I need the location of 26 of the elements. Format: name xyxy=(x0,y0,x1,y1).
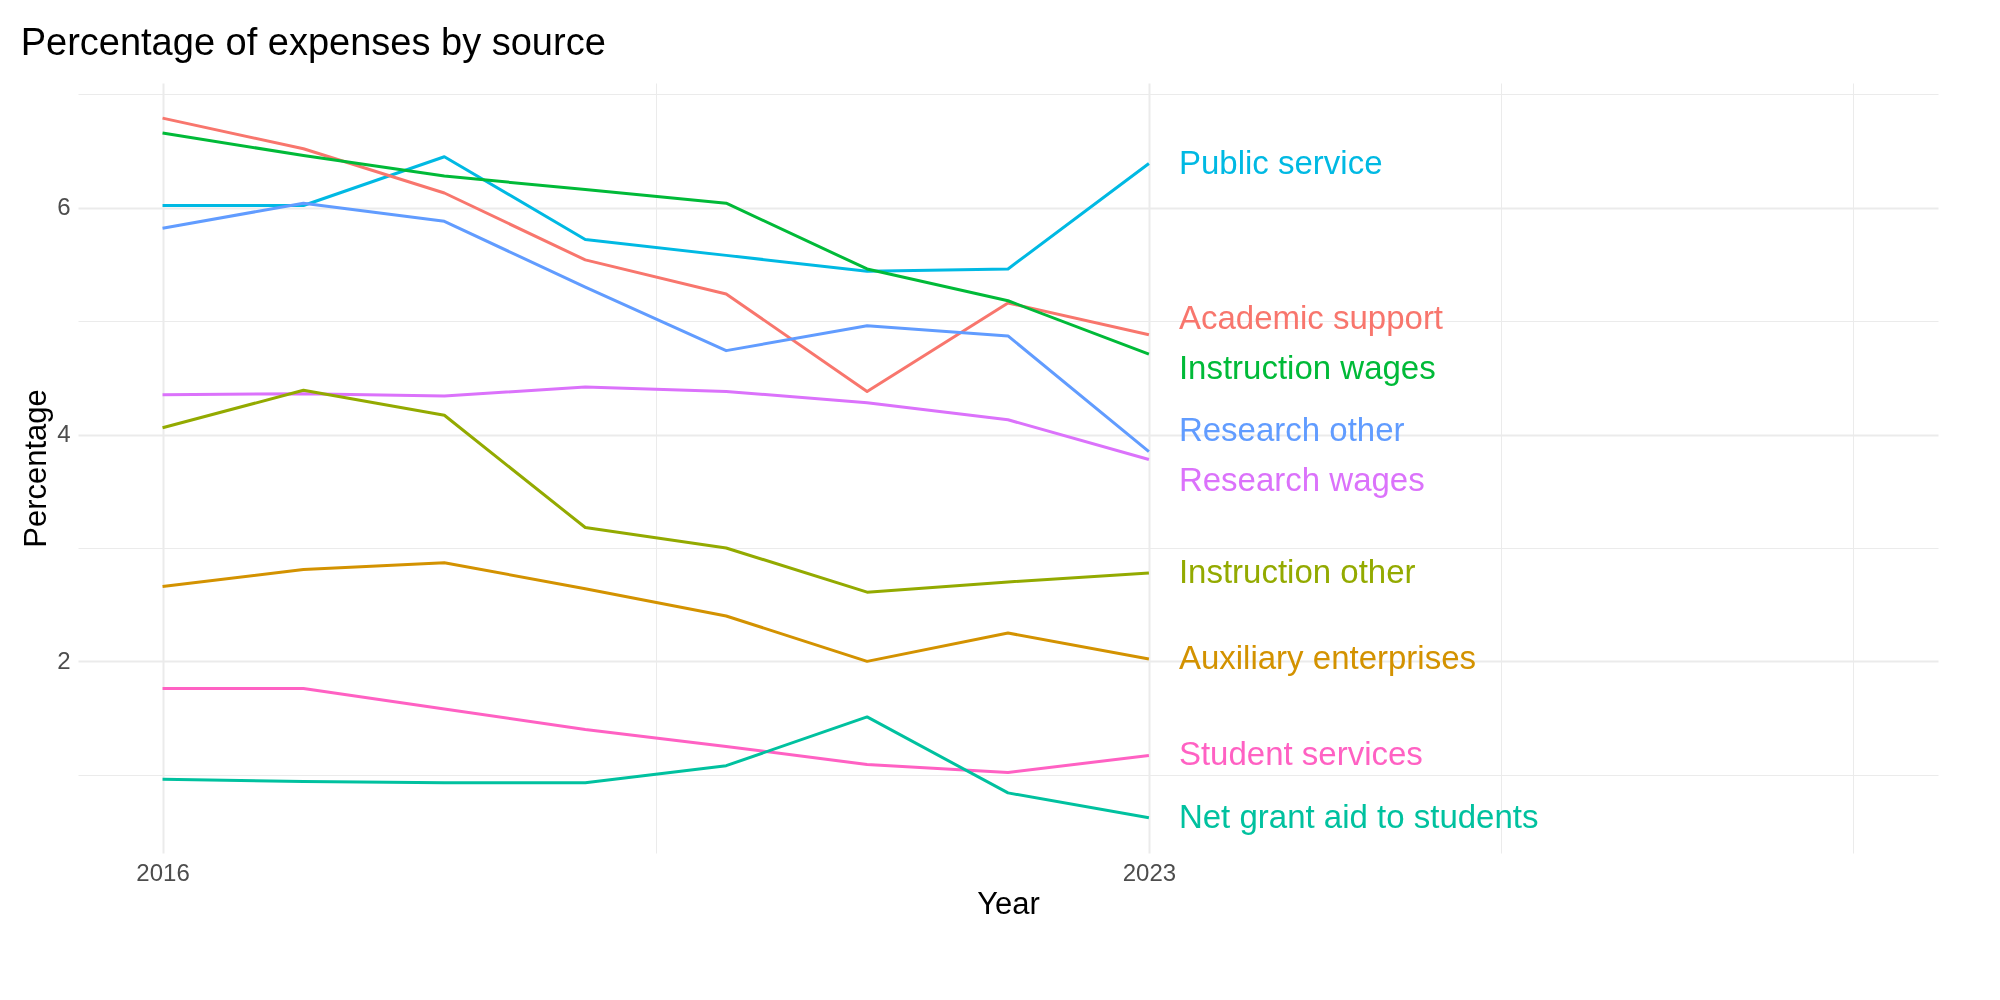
series-label: Public service xyxy=(1178,143,1383,181)
x-tick-label: 2023 xyxy=(1122,858,1177,886)
y-tick-label: 2 xyxy=(57,646,71,674)
x-axis-title: Year xyxy=(977,885,1040,921)
line-series xyxy=(161,715,1151,820)
line-series xyxy=(161,385,1151,461)
line-series xyxy=(161,201,1151,454)
series-label: Research wages xyxy=(1178,460,1425,498)
line-series xyxy=(161,116,1151,393)
line-series xyxy=(161,687,1151,774)
series-label: Instruction other xyxy=(1178,552,1416,590)
line-series xyxy=(161,388,1151,594)
series-label: Auxiliary enterprises xyxy=(1178,639,1477,677)
series-label: Research other xyxy=(1178,410,1405,448)
line-series xyxy=(161,561,1151,663)
x-tick-label: 2016 xyxy=(136,858,190,886)
line-series xyxy=(161,131,1151,356)
series-label: Academic support xyxy=(1178,299,1444,337)
series-label: Net grant aid to students xyxy=(1178,797,1539,835)
series-label: Student services xyxy=(1178,735,1423,773)
line-series xyxy=(161,155,1151,273)
chart-title: Percentage of expenses by source xyxy=(20,21,606,63)
y-tick-label: 4 xyxy=(57,420,71,448)
y-tick-label: 6 xyxy=(57,193,71,221)
y-axis-title: Percentage xyxy=(18,389,54,548)
series-label: Instruction wages xyxy=(1178,349,1436,387)
